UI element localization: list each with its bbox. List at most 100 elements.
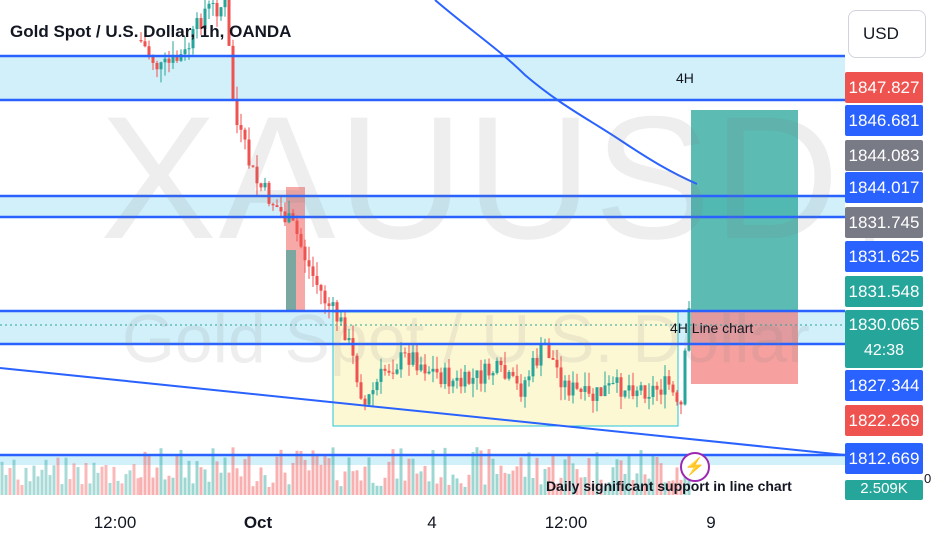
candle-body-103 [551, 357, 555, 360]
candle-body-3 [151, 55, 155, 63]
volume-bar-85 [479, 450, 483, 495]
volume-bar-24 [235, 468, 239, 495]
price-label-2: 1846.681 [845, 105, 923, 136]
volume-bar-153 [60, 484, 64, 495]
volume-bar-108 [571, 463, 575, 495]
volume-bar-172 [136, 478, 140, 495]
volume-bar-116 [603, 486, 607, 495]
x-tick-4: 12:00 [544, 513, 588, 532]
volume-bar-156 [72, 463, 76, 495]
candle-countdown: 42:38 [863, 342, 905, 359]
volume-bar-101 [543, 468, 547, 495]
volume-bar-51 [343, 471, 347, 495]
volume-bar-87 [487, 449, 491, 495]
volume-bar-75 [439, 477, 443, 495]
volume-bar-141 [12, 459, 16, 495]
candle-body-135 [679, 401, 683, 405]
candle-body-26 [243, 129, 247, 140]
volume-bar-7 [167, 475, 171, 495]
volume-bar-117 [607, 482, 611, 495]
volume-bar-111 [583, 477, 587, 495]
volume-bar-12 [187, 460, 191, 495]
volume-bar-125 [639, 450, 643, 495]
candle-body-47 [327, 303, 331, 307]
candle-body-52 [347, 338, 351, 341]
volume-bar-136 [683, 463, 687, 495]
candle-body-79 [455, 377, 459, 381]
volume-bar-32 [267, 486, 271, 495]
volume-bar-110 [579, 477, 583, 495]
volume-bar-30 [259, 467, 263, 495]
candle-body-112 [587, 386, 591, 394]
volume-bar-47 [327, 458, 331, 495]
candle-body-42 [307, 260, 311, 267]
moving-average-line [434, 0, 698, 185]
candle-body-54 [355, 355, 359, 383]
volume-bar-166 [112, 466, 116, 495]
candle-body-72 [427, 371, 431, 374]
target-zone [691, 110, 798, 312]
lightning-icon[interactable]: ⚡ [680, 452, 710, 482]
candle-body-127 [647, 396, 651, 399]
volume-bar-90 [499, 465, 503, 495]
candle-body-61 [383, 368, 387, 371]
volume-bar-41 [303, 459, 307, 495]
candle-body-60 [379, 368, 383, 382]
line-chart-annotation: 4H Line chart [670, 320, 754, 336]
candle-body-65 [399, 352, 403, 370]
volume-bar-151 [52, 465, 56, 495]
volume-bar-150 [48, 475, 52, 495]
volume-bar-55 [359, 480, 363, 495]
candle-body-117 [607, 383, 611, 386]
candle-body-108 [571, 382, 575, 396]
candle-body-7 [167, 58, 171, 63]
candle-body-9 [175, 54, 179, 61]
candle-body-85 [479, 370, 483, 384]
volume-bar-9 [175, 456, 179, 495]
volume-bar-76 [443, 447, 447, 495]
volume-bar-66 [403, 480, 407, 495]
volume-bar-22 [227, 472, 231, 495]
candle-body-39 [295, 220, 299, 235]
candle-body-99 [535, 357, 539, 366]
volume-bar-45 [319, 464, 323, 495]
candle-body-30 [259, 183, 263, 188]
candle-body-133 [671, 384, 675, 393]
volume-bar-16 [203, 469, 207, 495]
candle-body-63 [391, 372, 395, 374]
volume-bar-128 [651, 454, 655, 495]
candle-body-111 [583, 386, 587, 392]
volume-bar-65 [399, 448, 403, 495]
candle-body-120 [619, 377, 623, 397]
resistance-zone [0, 56, 845, 100]
volume-bar-27 [247, 453, 251, 495]
x-tick-5: 9 [706, 513, 716, 532]
volume-bar-143 [20, 485, 24, 495]
candle-body-122 [627, 385, 631, 391]
volume-bar-61 [383, 477, 387, 495]
candle-body-46 [323, 290, 327, 304]
volume-bar-113 [591, 483, 595, 495]
volume-bar-23 [231, 447, 235, 495]
candle-body-43 [311, 266, 315, 276]
candle-body-78 [451, 380, 455, 387]
volume-bar-160 [88, 483, 92, 495]
candle-body-102 [547, 342, 551, 358]
candle-body-115 [599, 387, 603, 397]
candle-body-29 [255, 166, 259, 184]
candle-body-57 [367, 394, 371, 405]
candle-body-70 [419, 364, 423, 371]
candle-body-106 [563, 380, 567, 388]
candle-body-88 [491, 372, 495, 376]
volume-bar-3 [151, 477, 155, 495]
currency-button[interactable]: USD [848, 10, 926, 58]
volume-bar-13 [191, 483, 195, 495]
candle-body-62 [387, 370, 391, 373]
candle-body-32 [267, 182, 271, 204]
volume-bar-64 [395, 478, 399, 495]
candle-body-123 [631, 385, 635, 397]
candle-body-89 [495, 360, 499, 373]
candle-body-4 [155, 62, 159, 70]
volume-bar-126 [643, 474, 647, 495]
